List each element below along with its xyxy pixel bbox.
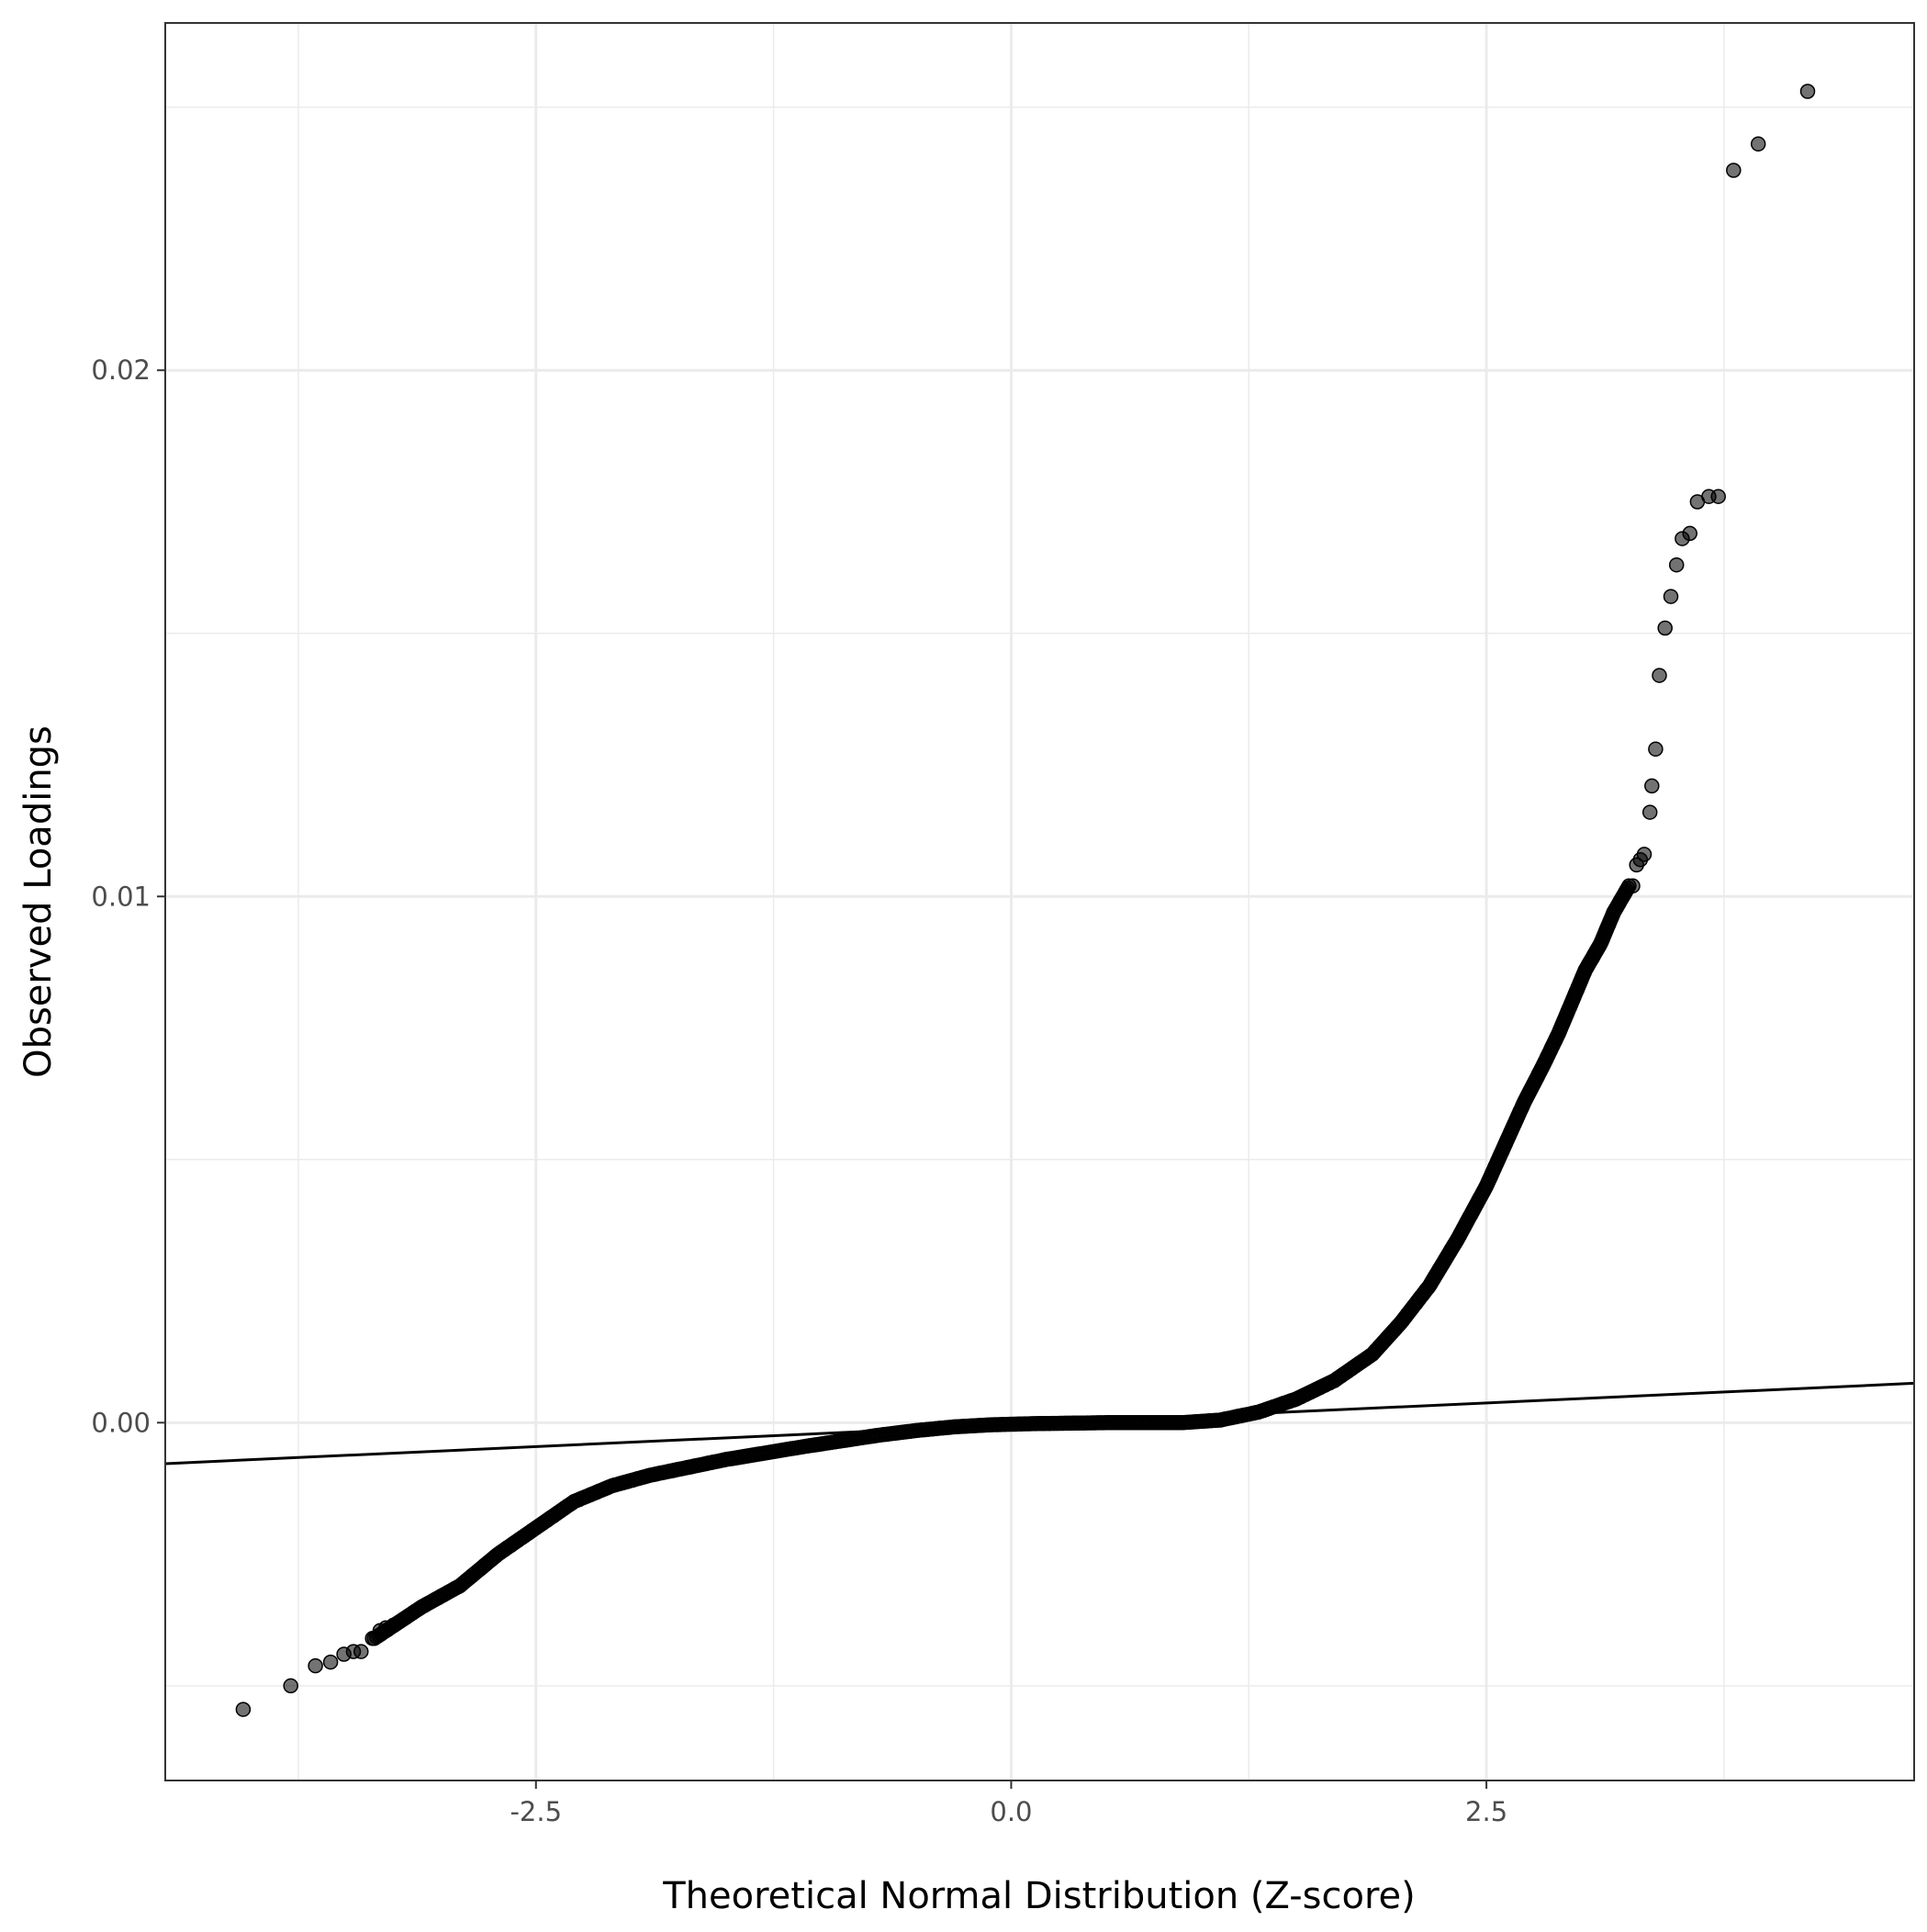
- x-tick-label: 0.0: [990, 1796, 1032, 1827]
- data-point: [1641, 804, 1658, 820]
- data-point: [353, 1644, 369, 1659]
- data-point: [1644, 778, 1660, 794]
- data-point: [1657, 620, 1673, 636]
- data-point: [1710, 489, 1726, 504]
- reference-line-group: [164, 1381, 1915, 1466]
- minor-gridlines: [165, 23, 1914, 1780]
- data-point: [1799, 84, 1816, 99]
- data-point: [1726, 163, 1742, 178]
- reference-line: [164, 1381, 1915, 1466]
- data-point: [1668, 556, 1685, 573]
- data-point: [1636, 847, 1653, 862]
- data-point: [283, 1678, 298, 1694]
- data-point: [386, 1617, 401, 1634]
- panel-background: [165, 23, 1914, 1780]
- y-axis-title: Observed Loadings: [17, 725, 60, 1078]
- data-points: [235, 84, 1816, 1717]
- y-tick-label: 0.02: [91, 354, 151, 386]
- data-point: [1750, 136, 1766, 152]
- data-point: [322, 1654, 339, 1670]
- x-axis-title: Theoretical Normal Distribution (Z-score…: [662, 1875, 1416, 1917]
- data-point: [1682, 525, 1697, 542]
- panel-border: [164, 22, 1915, 1781]
- axis-ticks: -2.5 0.0 2.5 0.00 0.01 0.02: [91, 354, 1507, 1827]
- x-tick-label: 2.5: [1465, 1796, 1507, 1827]
- x-tick-label: -2.5: [510, 1796, 562, 1827]
- data-point: [235, 1702, 252, 1717]
- data-point: [1625, 878, 1641, 894]
- data-point: [1663, 589, 1679, 604]
- y-tick-label: 0.00: [91, 1407, 151, 1438]
- data-point: [1648, 741, 1664, 758]
- data-point: [1652, 668, 1667, 683]
- data-point: [308, 1657, 323, 1674]
- y-tick-label: 0.01: [91, 881, 151, 912]
